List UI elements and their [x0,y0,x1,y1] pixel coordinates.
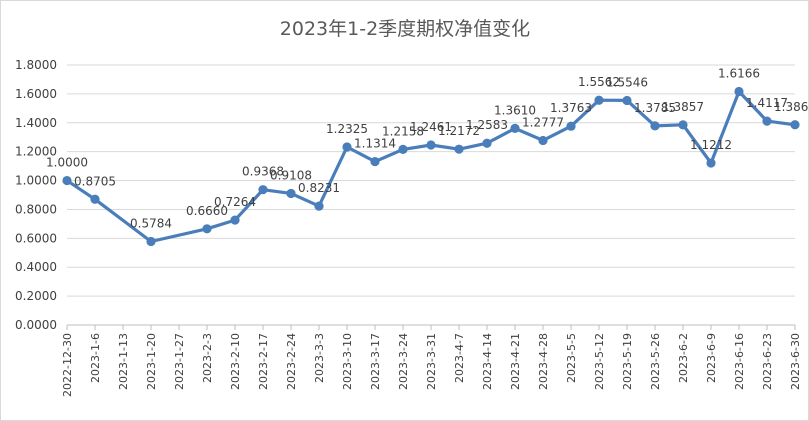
data-point [706,158,716,168]
data-label: 1.3763 [550,101,592,115]
data-point [510,123,520,134]
data-label: 1.2172 [438,124,480,138]
data-point [622,95,632,106]
data-label: 0.5784 [130,216,172,230]
data-label: 0.6660 [186,204,228,218]
x-tick-label: 2023-2-10 [229,333,242,390]
x-tick-label: 2023-4-28 [537,333,550,390]
x-tick-label: 2023-2-24 [285,333,298,390]
data-point [342,142,352,152]
data-point [258,185,268,195]
data-label: 1.5562 [578,75,620,89]
y-tick-label: 0.0000 [15,318,57,332]
x-tick-label: 2023-1-6 [89,333,102,383]
y-tick-label: 0.4000 [15,260,57,274]
data-point [762,116,772,126]
x-tick-label: 2023-5-5 [565,333,578,383]
grid-lines [67,64,795,326]
data-point [314,201,324,211]
data-label: 1.6166 [718,66,760,80]
x-tick-label: 2023-5-12 [593,333,606,390]
data-point [594,95,604,105]
data-point [790,120,800,130]
data-label: 1.5546 [606,75,648,89]
x-tick-label: 2023-6-16 [733,333,746,390]
x-tick-label: 2023-3-17 [369,333,382,390]
x-tick-label: 2023-4-7 [453,333,466,383]
data-point [734,86,744,97]
data-label: 1.2158 [382,124,424,138]
data-point [650,121,660,131]
y-tick-label: 1.8000 [15,58,57,72]
data-label: 1.4117 [746,96,788,110]
data-point [566,121,576,131]
x-tick-label: 2023-3-24 [397,333,410,390]
data-label: 1.3785 [634,101,676,115]
data-point [62,175,72,186]
x-tick-label: 2023-1-13 [117,333,130,390]
data-label: 1.1212 [690,138,732,152]
data-label: 0.7264 [214,195,256,209]
y-tick-label: 0.2000 [15,289,57,303]
data-label: 1.0000 [46,156,88,170]
y-tick-label: 1.0000 [15,174,57,188]
x-tick-label: 2023-6-9 [705,333,718,383]
x-axis-ticks: 2022-12-30 2023-1-6 2023-1-13 2023-1-20 2023… [61,325,802,397]
y-tick-label: 1.6000 [15,87,57,101]
data-label: 0.9108 [270,168,312,182]
data-point [426,140,436,150]
y-tick-label: 0.6000 [15,231,57,245]
data-label: 1.3857 [662,100,704,114]
data-point [90,194,100,204]
x-tick-label: 2023-6-2 [677,333,690,383]
x-tick-label: 2023-4-14 [481,333,494,390]
x-tick-label: 2022-12-30 [61,333,74,397]
data-point [398,144,408,154]
data-label: 1.2583 [466,118,508,132]
x-tick-label: 2023-3-31 [425,333,438,390]
x-tick-label: 2023-2-3 [201,333,214,383]
data-label: 1.2461 [410,120,452,134]
x-tick-label: 2023-5-26 [649,333,662,390]
data-label: 1.2777 [522,115,564,129]
data-label: 1.3610 [494,103,536,117]
x-tick-label: 2023-1-20 [145,333,158,390]
data-point [202,224,212,234]
data-label: 0.8705 [74,174,116,188]
series-line [66,89,796,244]
data-label: 1.2325 [326,122,368,136]
x-tick-label: 2023-1-27 [173,333,186,390]
data-point [454,144,464,154]
y-axis-ticks: 0.0000 0.2000 0.4000 0.6000 0.8000 1.0000 1.20… [15,58,57,332]
x-tick-label: 2023-6-23 [761,333,774,390]
data-point [678,120,688,130]
series-layer [62,86,800,247]
data-point [370,156,380,167]
chart-title: 2023年1-2季度期权净值变化 [280,18,530,40]
x-tick-label: 2023-6-30 [789,333,802,390]
data-label: 0.9368 [242,165,284,179]
x-tick-label: 2023-3-10 [341,333,354,390]
data-point [482,138,492,148]
x-tick-label: 2023-3-3 [313,333,326,383]
data-label: 1.1314 [354,137,396,151]
x-tick-label: 2023-2-17 [257,333,270,390]
data-point [230,215,240,225]
data-point [538,135,548,146]
data-point [146,236,156,247]
x-tick-label: 2023-5-19 [621,333,634,390]
y-tick-label: 1.2000 [15,145,57,159]
data-point [286,188,296,199]
data-label: 1.3861 [774,100,808,114]
y-tick-label: 1.4000 [15,116,57,130]
x-tick-label: 2023-4-21 [509,333,522,390]
y-tick-label: 0.8000 [15,202,57,216]
data-label: 0.8231 [298,181,340,195]
